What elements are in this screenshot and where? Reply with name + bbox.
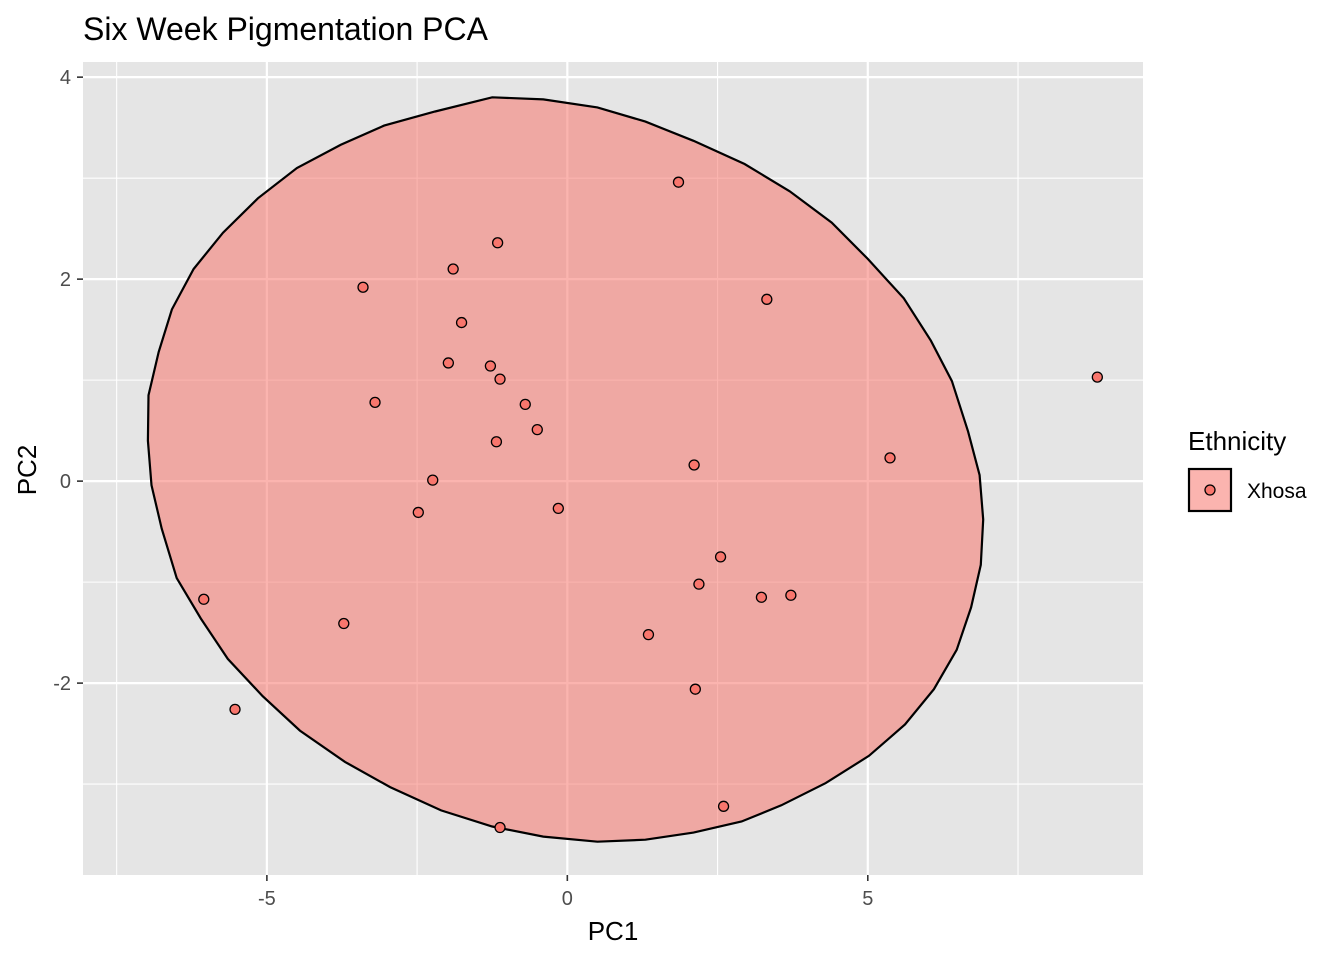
data-point [357,281,369,293]
x-tick-label: 5 [862,888,873,910]
data-point [642,628,655,641]
x-tick-label: -5 [258,888,276,910]
legend-label-xhosa: Xhosa [1247,480,1307,503]
data-point [884,452,896,464]
legend: Ethnicity Xhosa [1187,426,1307,513]
y-tick-label: 4 [60,67,71,89]
data-point [198,593,210,605]
data-point [531,423,543,436]
data-point [442,357,455,369]
legend-key-point [1204,484,1216,496]
data-point [1091,371,1103,383]
x-tick-label: 0 [562,888,573,910]
data-point [491,237,504,249]
y-tick-label: 2 [60,269,71,291]
confidence-ellipse [146,96,985,843]
legend-title: Ethnicity [1188,426,1286,456]
data-point [338,617,350,630]
y-axis-ticks: -2 0 2 4 [53,67,83,695]
data-point [672,176,685,188]
data-point [552,502,564,515]
y-axis-title: PC2 [12,445,42,496]
data-point [455,316,468,329]
plot-panel [83,62,1143,875]
data-point [229,703,241,716]
chart-title: Six Week Pigmentation PCA [83,11,489,47]
data-point [494,821,506,834]
y-tick-label: 0 [60,471,71,493]
data-point [714,551,727,563]
data-point [447,263,459,275]
data-point [484,360,497,372]
data-point [490,436,503,448]
data-point [427,474,439,486]
data-point [689,683,701,695]
scatter-points [198,176,1103,834]
x-axis-ticks: -5 0 5 [258,875,873,910]
data-point [693,578,705,590]
data-point [494,373,506,385]
data-point [369,396,381,408]
data-point [761,293,773,305]
data-point [519,398,531,411]
data-point [717,800,730,812]
y-tick-label: -2 [53,673,71,695]
data-point [785,589,797,601]
x-axis-title: PC1 [588,916,639,946]
data-point [755,591,768,603]
data-point [688,459,700,471]
data-point [412,506,424,519]
